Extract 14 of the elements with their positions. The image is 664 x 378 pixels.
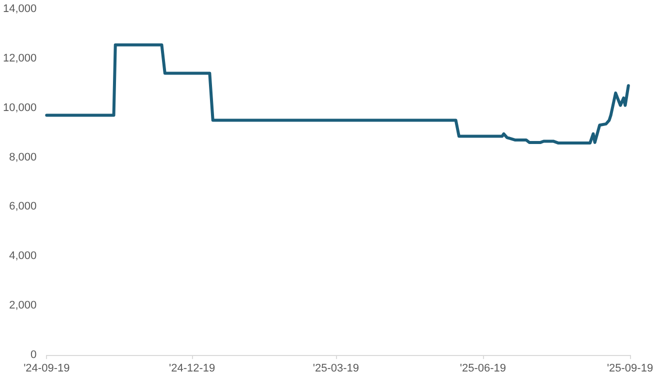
x-tick-label: '25-06-19 xyxy=(460,362,506,374)
y-tick-label: 10,000 xyxy=(2,102,37,114)
x-tick-label: '25-09-19 xyxy=(606,362,654,374)
y-tick-label: 12,000 xyxy=(2,52,37,64)
y-tick-label: 6,000 xyxy=(9,200,37,213)
y-tick-label: 2,000 xyxy=(9,300,37,312)
x-tick-label: '24-12-19 xyxy=(169,362,216,374)
line-series xyxy=(45,43,630,144)
y-tick-label: 0 xyxy=(30,349,37,361)
x-tick-label: '24-09-19 xyxy=(24,362,70,374)
y-tick-label: 4,000 xyxy=(9,250,37,262)
y-tick-label: 8,000 xyxy=(9,151,37,164)
y-tick-label: 14,000 xyxy=(2,3,37,15)
x-tick-label: '25-03-19 xyxy=(312,362,359,374)
